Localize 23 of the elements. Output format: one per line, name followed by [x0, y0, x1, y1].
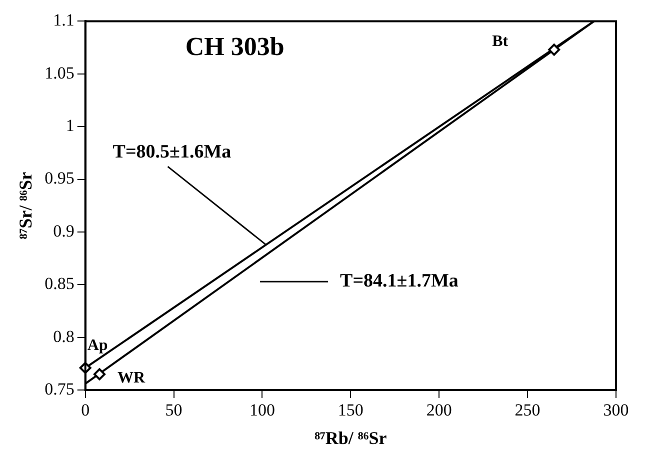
annotation: WR — [118, 369, 146, 386]
x-tick-label: 100 — [249, 400, 275, 420]
y-tick-label: 0.85 — [44, 274, 74, 294]
x-tick-label: 150 — [338, 400, 364, 420]
chart-title: CH 303b — [185, 32, 284, 61]
x-tick-label: 250 — [514, 400, 540, 420]
y-tick-label: 0.9 — [53, 221, 74, 240]
y-tick-label: 0.95 — [44, 168, 74, 188]
y-tick-label: 1.1 — [53, 10, 74, 30]
x-axis-title: ⁸⁷Rb/ ⁸⁶Sr — [314, 428, 387, 448]
annotation: Ap — [87, 337, 108, 354]
y-axis-title: ⁸⁷Sr/ ⁸⁶Sr — [15, 172, 36, 240]
y-tick-label: 0.8 — [53, 326, 74, 346]
annotation: T=84.1±1.7Ma — [340, 270, 459, 292]
y-tick-label: 1.05 — [44, 63, 74, 82]
y-tick-label: 0.75 — [44, 379, 74, 398]
y-tick-label: 1 — [66, 116, 74, 136]
annotation: T=80.5±1.6Ma — [112, 141, 232, 162]
x-tick-label: 0 — [81, 400, 90, 420]
annotation: Bt — [492, 32, 509, 50]
x-tick-label: 200 — [426, 400, 452, 420]
x-tick-label: 300 — [603, 400, 629, 420]
x-tick-label: 50 — [165, 400, 182, 420]
